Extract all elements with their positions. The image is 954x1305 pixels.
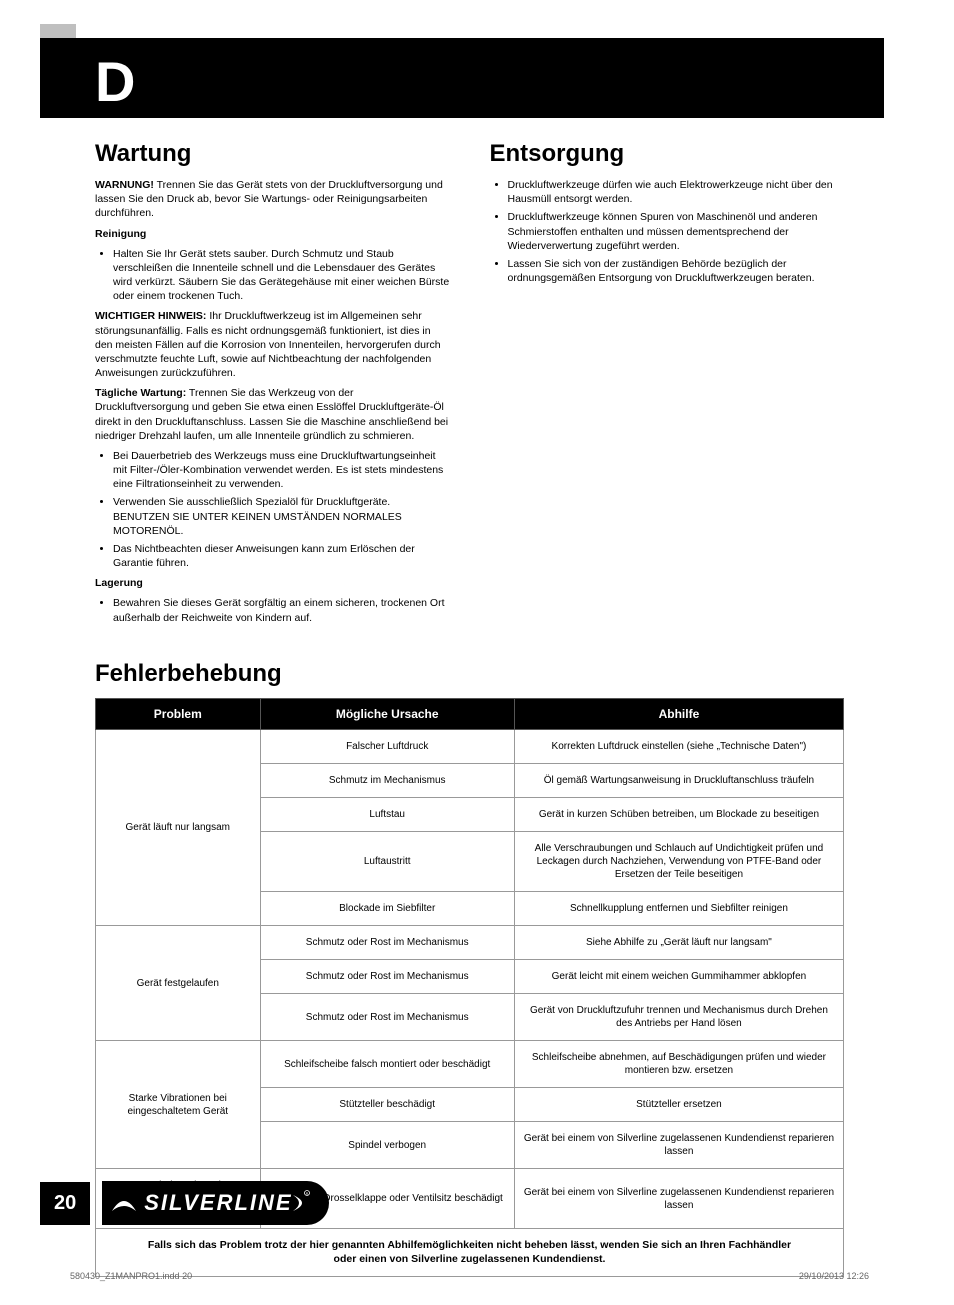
cell-problem: Gerät festgelaufen bbox=[96, 926, 261, 1041]
lagerung-heading: Lagerung bbox=[95, 576, 450, 590]
cell-remedy: Gerät bei einem von Silverline zugelasse… bbox=[514, 1169, 843, 1229]
entsorgung-item: Lassen Sie sich von der zuständigen Behö… bbox=[508, 257, 845, 285]
print-metadata: 580430_Z1MANPRO1.indd 20 29/10/2013 12:2… bbox=[70, 1271, 869, 1281]
table-footer-text: Falls sich das Problem trotz der hier ge… bbox=[96, 1229, 844, 1277]
reinigung-item: Halten Sie Ihr Gerät stets sauber. Durch… bbox=[113, 247, 450, 304]
cell-remedy: Gerät leicht mit einem weichen Gummihamm… bbox=[514, 960, 843, 994]
th-cause: Mögliche Ursache bbox=[260, 699, 514, 730]
wartung-warning: WARNUNG! Trennen Sie das Gerät stets von… bbox=[95, 178, 450, 221]
top-tab-mark bbox=[40, 24, 76, 38]
content-columns: Wartung WARNUNG! Trennen Sie das Gerät s… bbox=[95, 140, 844, 631]
page-number: 20 bbox=[40, 1182, 90, 1225]
left-column: Wartung WARNUNG! Trennen Sie das Gerät s… bbox=[95, 140, 450, 631]
brand-logo: SILVERLINE R bbox=[102, 1181, 328, 1225]
taegliche-wartung: Tägliche Wartung: Trennen Sie das Werkze… bbox=[95, 386, 450, 443]
cell-remedy: Gerät in kurzen Schüben betreiben, um Bl… bbox=[514, 798, 843, 832]
table-header-row: Problem Mögliche Ursache Abhilfe bbox=[96, 699, 844, 730]
cell-cause: Schmutz im Mechanismus bbox=[260, 764, 514, 798]
wartung-item: Das Nichtbeachten dieser Anweisungen kan… bbox=[113, 542, 450, 570]
cell-remedy: Stützteller ersetzen bbox=[514, 1088, 843, 1122]
wartung-item: Bei Dauerbetrieb des Werkzeugs muss eine… bbox=[113, 449, 450, 492]
entsorgung-item: Druckluftwerkzeuge dürfen wie auch Elekt… bbox=[508, 178, 845, 206]
page-footer: 20 SILVERLINE R bbox=[40, 1181, 329, 1225]
cell-cause: Falscher Luftdruck bbox=[260, 730, 514, 764]
table-footer-row: Falls sich das Problem trotz der hier ge… bbox=[96, 1229, 844, 1277]
swoosh-icon bbox=[110, 1189, 138, 1217]
cell-remedy: Siehe Abhilfe zu „Gerät läuft nur langsa… bbox=[514, 926, 843, 960]
brand-text: SILVERLINE bbox=[144, 1190, 292, 1216]
page: D Wartung WARNUNG! Trennen Sie das Gerät… bbox=[0, 0, 954, 1305]
cell-cause: Schmutz oder Rost im Mechanismus bbox=[260, 926, 514, 960]
cell-cause: Schmutz oder Rost im Mechanismus bbox=[260, 960, 514, 994]
header-black-bar: D bbox=[40, 38, 884, 118]
wichtiger-hinweis: WICHTIGER HINWEIS: Ihr Druckluftwerkzeug… bbox=[95, 309, 450, 380]
cell-remedy: Gerät von Druckluftzufuhr trennen und Me… bbox=[514, 994, 843, 1041]
cell-cause: Luftaustritt bbox=[260, 832, 514, 892]
table-row: Gerät festgelaufen Schmutz oder Rost im … bbox=[96, 926, 844, 960]
cell-cause: Blockade im Siebfilter bbox=[260, 892, 514, 926]
print-timestamp: 29/10/2013 12:26 bbox=[799, 1271, 869, 1281]
wartung-list: Bei Dauerbetrieb des Werkzeugs muss eine… bbox=[95, 449, 450, 570]
table-row: Gerät läuft nur langsam Falscher Luftdru… bbox=[96, 730, 844, 764]
hinweis-prefix: WICHTIGER HINWEIS: bbox=[95, 310, 206, 322]
language-letter: D bbox=[95, 54, 135, 110]
entsorgung-title: Entsorgung bbox=[490, 140, 845, 168]
reinigung-heading: Reinigung bbox=[95, 227, 450, 241]
print-file: 580430_Z1MANPRO1.indd 20 bbox=[70, 1271, 192, 1281]
th-problem: Problem bbox=[96, 699, 261, 730]
taeglich-prefix: Tägliche Wartung: bbox=[95, 387, 186, 399]
reinigung-list: Halten Sie Ihr Gerät stets sauber. Durch… bbox=[95, 247, 450, 304]
swoosh-tail-icon: R bbox=[293, 1189, 313, 1217]
warning-prefix: WARNUNG! bbox=[95, 179, 154, 191]
cell-problem: Starke Vibrationen bei eingeschaltetem G… bbox=[96, 1041, 261, 1169]
cell-problem: Gerät läuft nur langsam bbox=[96, 730, 261, 926]
cell-remedy: Alle Verschraubungen und Schlauch auf Un… bbox=[514, 832, 843, 892]
cell-remedy: Öl gemäß Wartungsanweisung in Drucklufta… bbox=[514, 764, 843, 798]
cell-cause: Schmutz oder Rost im Mechanismus bbox=[260, 994, 514, 1041]
cell-cause: Schleifscheibe falsch montiert oder besc… bbox=[260, 1041, 514, 1088]
cell-remedy: Schnellkupplung entfernen und Siebfilter… bbox=[514, 892, 843, 926]
entsorgung-list: Druckluftwerkzeuge dürfen wie auch Elekt… bbox=[490, 178, 845, 285]
entsorgung-item: Druckluftwerkzeuge können Spuren von Mas… bbox=[508, 210, 845, 253]
cell-remedy: Korrekten Luftdruck einstellen (siehe „T… bbox=[514, 730, 843, 764]
table-row: Starke Vibrationen bei eingeschaltetem G… bbox=[96, 1041, 844, 1088]
cell-cause: Spindel verbogen bbox=[260, 1122, 514, 1169]
lagerung-list: Bewahren Sie dieses Gerät sorgfältig an … bbox=[95, 596, 450, 624]
cell-remedy: Gerät bei einem von Silverline zugelasse… bbox=[514, 1122, 843, 1169]
fehler-title: Fehlerbehebung bbox=[95, 660, 844, 688]
wartung-item: Verwenden Sie ausschließlich Spezialöl f… bbox=[113, 495, 450, 538]
wartung-title: Wartung bbox=[95, 140, 450, 168]
lagerung-item: Bewahren Sie dieses Gerät sorgfältig an … bbox=[113, 596, 450, 624]
right-column: Entsorgung Druckluftwerkzeuge dürfen wie… bbox=[490, 140, 845, 631]
cell-cause: Luftstau bbox=[260, 798, 514, 832]
cell-remedy: Schleifscheibe abnehmen, auf Beschädigun… bbox=[514, 1041, 843, 1088]
th-remedy: Abhilfe bbox=[514, 699, 843, 730]
cell-cause: Stützteller beschädigt bbox=[260, 1088, 514, 1122]
